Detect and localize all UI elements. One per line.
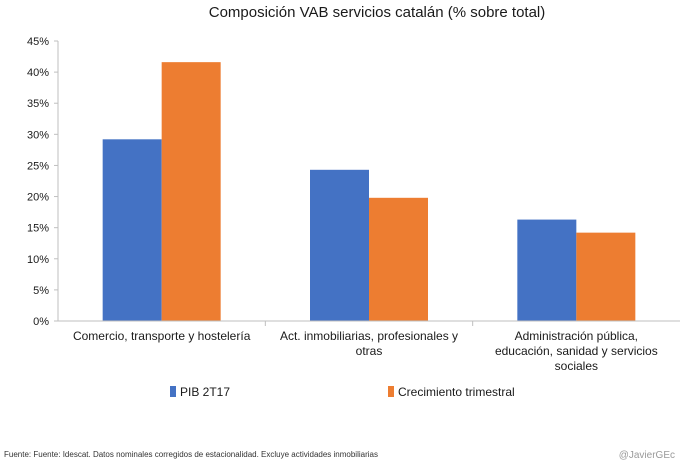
bar-crecimiento-2 [369,197,428,321]
bar-crecimiento-1 [161,62,221,322]
y-tick-label: 30% [27,129,49,141]
category-label: Comercio, transporte y hostelería [73,329,251,343]
y-tick-label: 0% [33,316,49,328]
y-tick-label: 5% [33,285,49,297]
legend-swatch-pib [170,386,176,397]
y-tick-label: 35% [27,98,49,110]
y-tick-label: 40% [27,67,49,79]
y-tick-label: 20% [27,192,49,204]
category-label: educación, sanidad y servicios [495,344,658,358]
category-label: otras [356,344,383,358]
legend: PIB 2T17 Crecimiento trimestral [170,385,515,399]
y-tick-label: 15% [27,223,49,235]
bar-pib-1 [102,139,162,321]
bar-pib-2 [310,169,369,321]
y-tick-label: 10% [27,254,49,266]
bar-crecimiento-3 [576,232,636,321]
legend-swatch-crecimiento [388,386,394,397]
legend-label-pib: PIB 2T17 [180,385,230,399]
source-note: Fuente: Fuente: Idescat. Datos nominales… [4,450,378,459]
y-tick-label: 45% [27,36,49,48]
x-axis: Comercio, transporte y hostelería Act. in… [58,320,680,373]
category-label: Administración pública, [515,329,638,343]
y-tick-label: 25% [27,160,49,172]
author-handle: @JavierGEc [619,450,675,461]
bar-pib-3 [517,219,577,321]
bars [102,62,636,322]
category-label: sociales [555,359,598,373]
chart-title: Composición VAB servicios catalán (% sob… [209,4,546,21]
legend-label-crecimiento: Crecimiento trimestral [398,385,515,399]
y-axis: 0% 5% 10% 15% 20% 25% 30% 35% 40% 45% [27,36,59,328]
category-label: Act. inmobiliarias, profesionales y [280,329,458,343]
